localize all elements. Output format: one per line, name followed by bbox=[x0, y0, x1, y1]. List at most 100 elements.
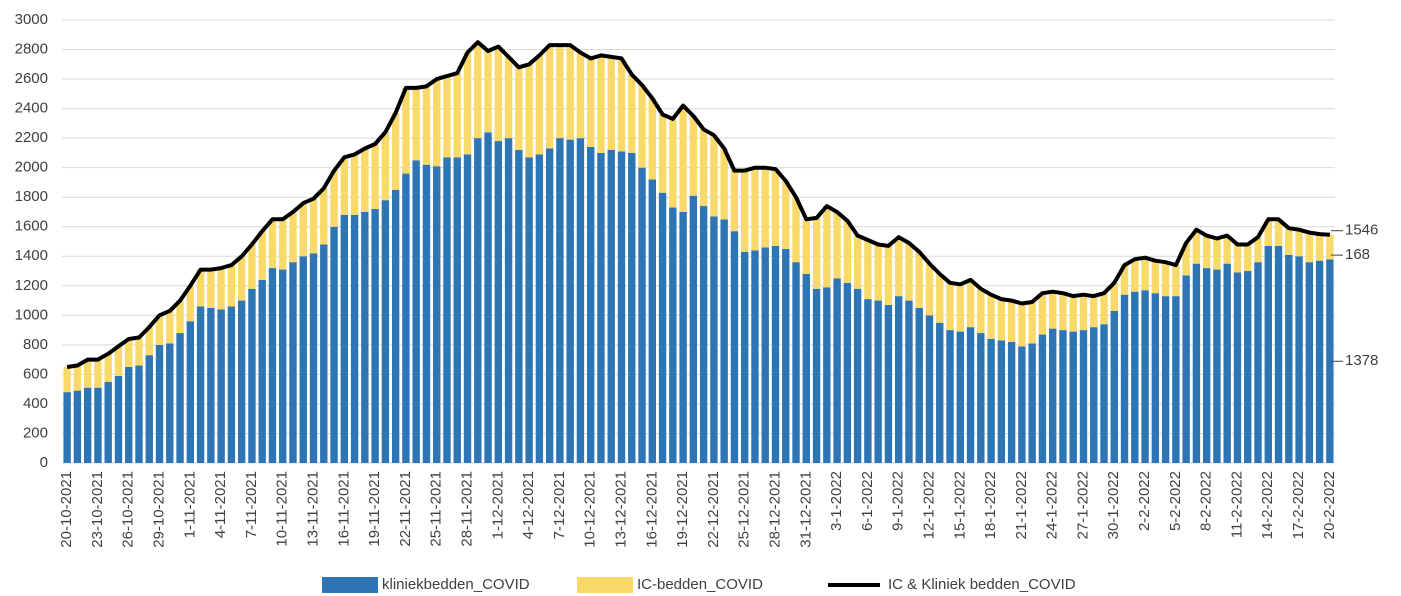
bar bbox=[412, 87, 420, 161]
bar bbox=[802, 273, 810, 463]
bar bbox=[1161, 296, 1170, 463]
bar bbox=[679, 105, 687, 212]
x-tick-label: 13-12-2021 bbox=[612, 471, 629, 548]
bar bbox=[299, 256, 307, 463]
bar bbox=[689, 115, 698, 196]
bar bbox=[83, 387, 92, 463]
bar bbox=[73, 390, 82, 463]
bar bbox=[196, 306, 205, 463]
bar bbox=[1141, 290, 1149, 463]
x-tick-label: 30-1-2022 bbox=[1105, 471, 1122, 539]
bar bbox=[1274, 245, 1283, 463]
bar bbox=[1182, 275, 1190, 463]
bar bbox=[63, 392, 71, 463]
bar bbox=[1007, 341, 1016, 463]
bar bbox=[987, 338, 995, 463]
data-label: 1546 bbox=[1345, 222, 1378, 239]
bar bbox=[1315, 234, 1324, 261]
bar bbox=[412, 160, 420, 464]
bar bbox=[474, 138, 482, 463]
x-tick-label: 7-12-2021 bbox=[551, 471, 568, 539]
legend-label: IC-bedden_COVID bbox=[637, 576, 763, 593]
bar bbox=[710, 135, 718, 217]
bar bbox=[658, 114, 667, 193]
bar bbox=[1120, 265, 1129, 295]
bar bbox=[1172, 296, 1180, 463]
bar bbox=[484, 51, 492, 133]
bar bbox=[1069, 331, 1077, 463]
bar bbox=[186, 285, 195, 322]
bar bbox=[1090, 327, 1098, 463]
bar bbox=[638, 167, 646, 463]
bar bbox=[525, 157, 533, 463]
x-tick-label: 10-12-2021 bbox=[582, 471, 599, 548]
legend-swatch bbox=[577, 577, 633, 593]
bar bbox=[104, 381, 112, 463]
bar bbox=[258, 279, 266, 463]
bar bbox=[494, 141, 503, 463]
bar bbox=[648, 98, 656, 180]
bar bbox=[73, 365, 82, 391]
bar bbox=[874, 244, 882, 301]
bar bbox=[679, 211, 687, 463]
bar bbox=[864, 299, 872, 463]
bar bbox=[196, 269, 205, 307]
bar bbox=[1131, 259, 1139, 292]
bar bbox=[155, 344, 164, 463]
bar bbox=[556, 45, 564, 139]
x-tick-label: 4-12-2021 bbox=[520, 471, 537, 539]
bar bbox=[545, 148, 554, 463]
x-tick-label: 2-2-2022 bbox=[1136, 471, 1153, 531]
y-tick-label: 2800 bbox=[15, 41, 48, 58]
bar bbox=[812, 217, 821, 289]
bar bbox=[699, 129, 708, 207]
y-tick-label: 1800 bbox=[15, 188, 48, 205]
bar bbox=[597, 152, 605, 463]
bar bbox=[279, 269, 287, 463]
bar bbox=[956, 284, 964, 332]
bar bbox=[1326, 259, 1334, 463]
x-tick-label: 26-10-2021 bbox=[120, 471, 137, 548]
bar bbox=[1305, 232, 1314, 263]
bar bbox=[422, 164, 431, 464]
bar bbox=[289, 262, 297, 463]
y-tick-label: 3000 bbox=[15, 11, 48, 28]
bar bbox=[433, 79, 441, 167]
bar bbox=[1223, 235, 1231, 264]
bar bbox=[792, 262, 800, 463]
bar bbox=[463, 154, 472, 464]
bar bbox=[1048, 291, 1057, 329]
x-tick-label: 22-11-2021 bbox=[397, 471, 414, 547]
bar bbox=[741, 251, 749, 463]
bar bbox=[997, 299, 1006, 341]
bar bbox=[587, 146, 595, 463]
bar bbox=[309, 198, 318, 254]
bar bbox=[925, 263, 934, 316]
bar bbox=[217, 309, 225, 463]
bar bbox=[402, 87, 410, 174]
bar bbox=[617, 58, 626, 152]
bar bbox=[135, 337, 143, 366]
bar bbox=[946, 330, 954, 463]
bar bbox=[1100, 293, 1108, 325]
bar bbox=[1213, 238, 1221, 270]
bar bbox=[638, 84, 646, 168]
bar bbox=[504, 56, 513, 139]
bar bbox=[340, 157, 349, 215]
bar bbox=[853, 235, 862, 289]
bar bbox=[227, 265, 236, 307]
bar bbox=[1182, 242, 1190, 276]
bar bbox=[833, 278, 841, 463]
x-tick-label: 7-11-2021 bbox=[243, 471, 260, 538]
bar bbox=[966, 279, 975, 328]
bar bbox=[648, 179, 656, 464]
bar bbox=[843, 220, 852, 283]
bar bbox=[874, 300, 882, 463]
bar bbox=[761, 167, 769, 248]
bar bbox=[566, 139, 574, 464]
bar bbox=[176, 300, 184, 334]
bar bbox=[545, 45, 554, 149]
bar bbox=[391, 189, 400, 464]
x-tick-label: 6-1-2022 bbox=[859, 471, 876, 531]
